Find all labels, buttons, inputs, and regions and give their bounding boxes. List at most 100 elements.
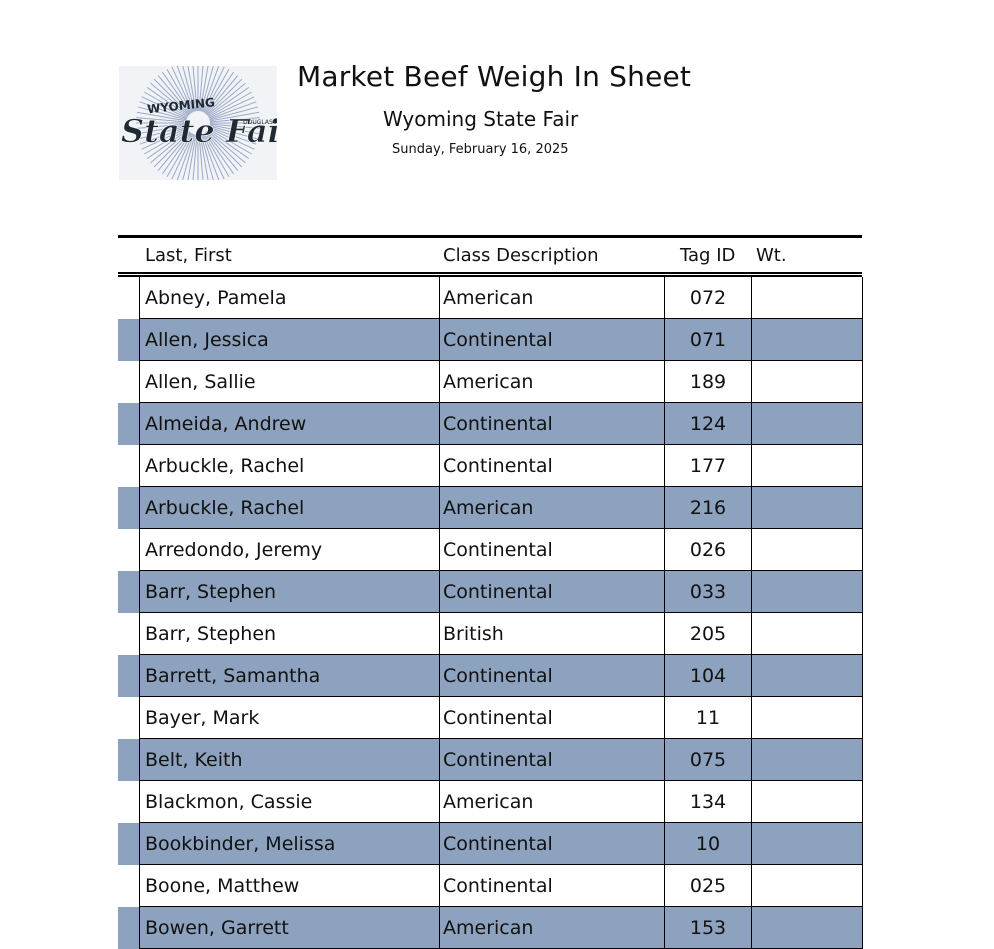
table-row: Abney, Pamela American 072 [118, 277, 863, 319]
column-divider [439, 655, 440, 697]
cell-name: Almeida, Andrew [145, 403, 306, 445]
cell-name: Barrett, Samantha [145, 655, 320, 697]
header-rule [118, 272, 862, 274]
cell-class: British [443, 613, 504, 655]
cell-tag-id: 025 [665, 865, 751, 907]
cell-tag-id: 10 [665, 823, 751, 865]
cell-tag-id: 189 [665, 361, 751, 403]
column-divider [751, 571, 752, 613]
page-date: Sunday, February 16, 2025 [392, 142, 569, 157]
cell-tag-id: 216 [665, 487, 751, 529]
column-divider [439, 907, 440, 949]
cell-class: Continental [443, 319, 553, 361]
cell-class: Continental [443, 823, 553, 865]
table-row: Arredondo, Jeremy Continental 026 [118, 529, 863, 571]
table-row: Arbuckle, Rachel American 216 [118, 487, 863, 529]
page-subtitle: Wyoming State Fair [383, 107, 578, 131]
table-row: Arbuckle, Rachel Continental 177 [118, 445, 863, 487]
table-row: Bookbinder, Melissa Continental 10 [118, 823, 863, 865]
table-row: Blackmon, Cassie American 134 [118, 781, 863, 823]
cell-class: American [443, 487, 533, 529]
cell-tag-id: 072 [665, 277, 751, 319]
column-divider [439, 529, 440, 571]
row-border-right [862, 319, 863, 361]
row-border-left [139, 277, 140, 319]
cell-class: Continental [443, 655, 553, 697]
column-divider [439, 403, 440, 445]
page-title: Market Beef Weigh In Sheet [297, 60, 691, 93]
column-header-tag: Tag ID [680, 245, 735, 266]
cell-name: Bowen, Garrett [145, 907, 289, 949]
cell-tag-id: 026 [665, 529, 751, 571]
column-divider [751, 445, 752, 487]
table-row: Barrett, Samantha Continental 104 [118, 655, 863, 697]
cell-class: Continental [443, 697, 553, 739]
column-divider [751, 739, 752, 781]
cell-tag-id: 134 [665, 781, 751, 823]
cell-name: Boone, Matthew [145, 865, 299, 907]
cell-class: American [443, 277, 533, 319]
table-row: Belt, Keith Continental 075 [118, 739, 863, 781]
logo-state-fair-text: State Fair [121, 112, 277, 150]
column-divider [751, 823, 752, 865]
cell-class: Continental [443, 403, 553, 445]
column-divider [439, 445, 440, 487]
column-divider [751, 403, 752, 445]
cell-tag-id: 075 [665, 739, 751, 781]
cell-class: Continental [443, 445, 553, 487]
column-divider [439, 571, 440, 613]
column-divider [751, 865, 752, 907]
column-divider [439, 865, 440, 907]
table-row: Allen, Jessica Continental 071 [118, 319, 863, 361]
column-divider [751, 907, 752, 949]
column-divider [439, 781, 440, 823]
table-top-rule [118, 235, 862, 238]
row-border-left [139, 529, 140, 571]
row-border-right [862, 613, 863, 655]
cell-class: Continental [443, 865, 553, 907]
cell-name: Arbuckle, Rachel [145, 445, 304, 487]
row-border-right [862, 403, 863, 445]
row-border-right [862, 571, 863, 613]
table-row: Almeida, Andrew Continental 124 [118, 403, 863, 445]
cell-name: Barr, Stephen [145, 571, 276, 613]
table-row: Boone, Matthew Continental 025 [118, 865, 863, 907]
column-header-name: Last, First [145, 245, 232, 266]
column-divider [439, 487, 440, 529]
row-border-left [139, 613, 140, 655]
cell-tag-id: 177 [665, 445, 751, 487]
cell-class: Continental [443, 529, 553, 571]
row-border-right [862, 529, 863, 571]
column-divider [439, 277, 440, 319]
cell-name: Bayer, Mark [145, 697, 259, 739]
row-border-left [139, 319, 140, 361]
column-divider [439, 613, 440, 655]
column-divider [439, 697, 440, 739]
cell-name: Arredondo, Jeremy [145, 529, 322, 571]
row-border-left [139, 487, 140, 529]
cell-tag-id: 033 [665, 571, 751, 613]
column-divider [751, 529, 752, 571]
cell-tag-id: 071 [665, 319, 751, 361]
row-border-left [139, 739, 140, 781]
logo-douglas-text: DOUGLAS [243, 119, 273, 126]
column-header-weight: Wt. [756, 245, 787, 266]
cell-name: Blackmon, Cassie [145, 781, 312, 823]
row-border-right [862, 445, 863, 487]
column-divider [751, 781, 752, 823]
table-row: Bowen, Garrett American 153 [118, 907, 863, 949]
row-border-left [139, 781, 140, 823]
row-border-right [862, 487, 863, 529]
cell-name: Bookbinder, Melissa [145, 823, 335, 865]
column-header-class: Class Description [443, 245, 599, 266]
weigh-in-table: Abney, Pamela American 072 Allen, Jessica Co… [118, 277, 863, 949]
cell-class: American [443, 907, 533, 949]
cell-class: American [443, 781, 533, 823]
cell-tag-id: 153 [665, 907, 751, 949]
cell-name: Abney, Pamela [145, 277, 286, 319]
row-border-left [139, 823, 140, 865]
row-border-right [862, 655, 863, 697]
cell-tag-id: 11 [665, 697, 751, 739]
column-divider [751, 487, 752, 529]
column-divider [751, 613, 752, 655]
